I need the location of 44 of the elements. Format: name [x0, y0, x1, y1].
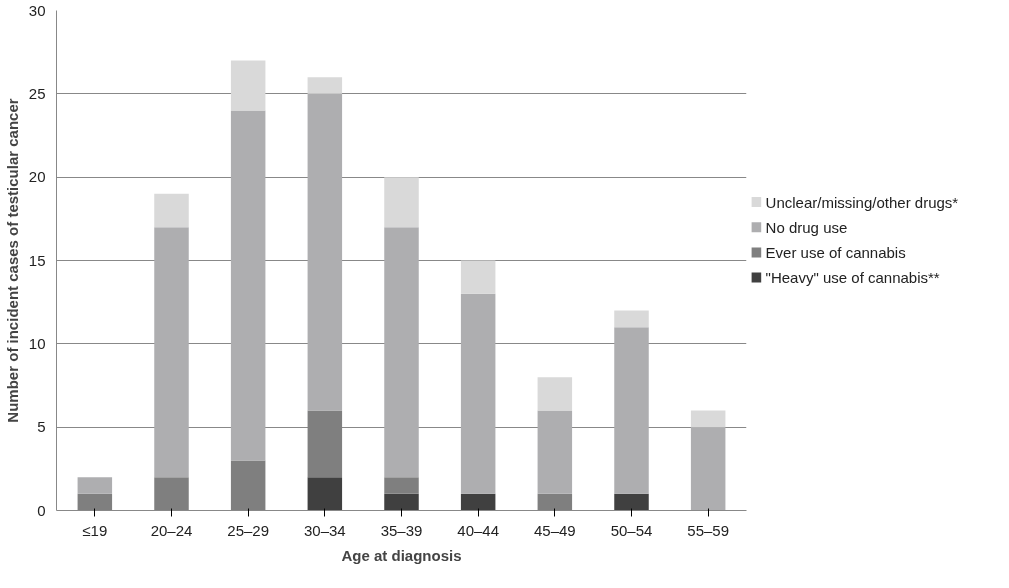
- y-axis-title: Number of incident cases of testicular cancer: [3, 98, 21, 423]
- bar: [690, 410, 726, 428]
- legend-label: Ever use of cannabis: [765, 243, 906, 261]
- bar: [384, 227, 419, 478]
- bar: [537, 377, 573, 411]
- y-tick-label: 15: [28, 251, 46, 269]
- bar: [460, 493, 496, 511]
- legend-label: Unclear/missing/other drugs*: [765, 193, 959, 211]
- bar: [614, 493, 649, 511]
- legend-label: "Heavy" use of cannabis**: [765, 269, 940, 287]
- bar: [154, 193, 189, 228]
- x-tick-label: 55–59: [687, 521, 730, 539]
- bar: [154, 227, 189, 478]
- x-tick-label: 35–39: [380, 521, 423, 539]
- bar: [384, 177, 419, 228]
- bar: [384, 493, 419, 511]
- bar: [690, 427, 726, 511]
- x-tick-label: 45–49: [533, 521, 576, 539]
- x-tick-label: 40–44: [457, 521, 500, 539]
- bar: [307, 93, 343, 411]
- y-tick-label: 20: [28, 168, 46, 186]
- bar: [230, 60, 266, 111]
- y-tick-label: 0: [37, 501, 46, 519]
- y-tick-label: 5: [37, 418, 46, 436]
- bar: [460, 260, 496, 294]
- y-tick-label: 25: [28, 84, 46, 102]
- x-axis-title: Age at diagnosis: [341, 546, 462, 564]
- bar: [614, 327, 649, 494]
- bar: [537, 410, 573, 494]
- bar: [230, 110, 266, 461]
- bar: [77, 477, 113, 494]
- x-tick-label: 25–29: [227, 521, 270, 539]
- y-tick-label: 30: [28, 1, 46, 19]
- bar: [307, 77, 343, 94]
- bar: [307, 477, 343, 511]
- bar: [614, 310, 649, 328]
- bar: [384, 477, 419, 494]
- x-tick-label: 30–34: [303, 521, 346, 539]
- bar: [460, 293, 496, 494]
- legend-label: No drug use: [765, 218, 848, 236]
- x-tick-label: ≤19: [82, 521, 108, 539]
- x-tick-label: 50–54: [610, 521, 653, 539]
- y-tick-label: 10: [28, 334, 46, 352]
- x-tick-label: 20–24: [150, 521, 193, 539]
